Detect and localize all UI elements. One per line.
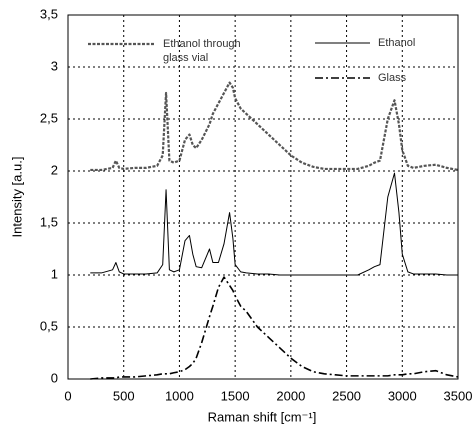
x-tick-label: 1500 [221,388,250,403]
legend-label: Glass [378,72,407,84]
x-tick-label: 3500 [444,388,473,403]
y-tick-label: 3 [51,58,58,73]
x-tick-label: 3000 [388,388,417,403]
x-tick-label: 2000 [276,388,305,403]
series-line [90,276,459,380]
x-tick-label: 2500 [332,388,361,403]
y-tick-label: 1 [51,266,58,281]
series-line [90,172,458,276]
y-tick-label: 0 [51,370,58,385]
y-tick-label: 0,5 [40,318,58,333]
y-tick-label: 1,5 [40,214,58,229]
x-tick-label: 1000 [165,388,194,403]
y-axis-label: Intensity [a.u.] [9,157,24,238]
x-tick-label: 500 [113,388,135,403]
y-tick-label: 2 [51,162,58,177]
x-axis-label: Raman shift [cm⁻¹] [208,409,317,424]
plot-frame [67,14,459,380]
legend-label: Ethanol [378,37,416,49]
x-tick-label: 0 [64,388,71,403]
legend-label: Ethanol through glass vial [163,38,241,64]
y-tick-label: 2,5 [40,110,58,125]
series-line [90,81,459,172]
y-tick-label: 3,5 [40,6,58,21]
